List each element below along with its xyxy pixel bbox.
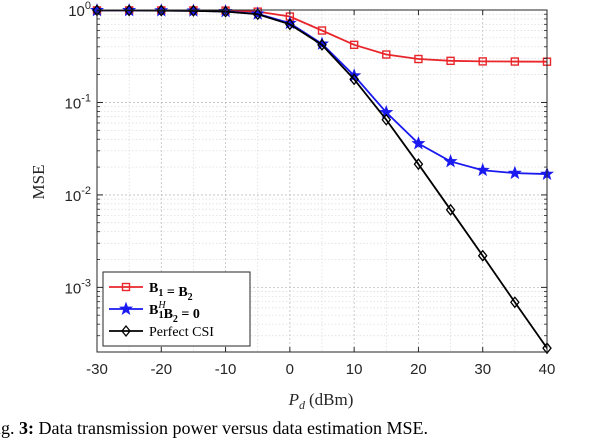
x-tick-label: -30 <box>86 361 108 378</box>
series-2 <box>92 4 552 355</box>
caption-prefix: Fig. <box>0 418 15 438</box>
data-point <box>188 4 199 17</box>
caption-text: Data transmission power versus data esti… <box>34 418 428 438</box>
data-point <box>285 18 295 31</box>
ticks-layer <box>96 9 548 353</box>
data-point <box>414 54 423 64</box>
legend-entry: BH 1B2 = 0 <box>109 300 200 325</box>
data-point <box>349 40 359 50</box>
data-point <box>475 162 490 177</box>
data-point <box>382 50 391 59</box>
data-point <box>507 165 522 180</box>
data-point <box>411 136 426 150</box>
caption-number: 3: <box>19 418 35 438</box>
figure-caption: Fig. 3: Data transmission power versus d… <box>0 418 592 444</box>
data-point <box>477 249 488 262</box>
data-point <box>445 203 456 216</box>
data-point <box>446 56 455 66</box>
y-tick-labels: 100 10-1 10-2 10-3 <box>65 0 91 297</box>
data-point <box>317 26 327 35</box>
x-tick-label: 10 <box>346 361 363 378</box>
data-point <box>124 4 134 17</box>
data-point <box>252 8 263 21</box>
data-point <box>250 6 265 20</box>
legend-label: BH 1B2 = 0 <box>149 300 200 325</box>
x-tick-label: 0 <box>286 361 294 378</box>
legend-marker <box>121 282 131 292</box>
x-tick-label: -10 <box>215 361 237 378</box>
x-tick-label: 30 <box>474 361 491 378</box>
data-point <box>381 113 392 126</box>
x-tick-labels: -30 -20 -10 0 10 20 30 40 <box>86 361 555 378</box>
x-axis-label: Pd (dBm) <box>288 390 354 412</box>
data-point <box>542 342 552 355</box>
y-tick-label: 10-1 <box>65 92 91 112</box>
x-tick-label: 20 <box>410 361 427 378</box>
data-point <box>317 38 327 51</box>
legend-label: B1 = B2 <box>149 281 193 303</box>
data-point <box>156 4 167 17</box>
plot-frame <box>96 9 548 353</box>
data-point <box>349 73 359 86</box>
data-point <box>510 296 520 309</box>
x-tick-label: -20 <box>150 361 172 378</box>
legend-entry: Perfect CSI <box>109 324 214 340</box>
legend-entry: B1 = B2 <box>109 281 193 303</box>
data-point <box>413 158 424 171</box>
y-tick-label: 10-2 <box>65 185 91 205</box>
legend-marker <box>121 324 131 338</box>
data-point <box>478 57 487 66</box>
legend-label: Perfect CSI <box>149 325 214 340</box>
chart: -30 -20 -10 0 10 20 30 40 100 10-1 10-2 10-3 Pd (dB… <box>29 0 555 412</box>
y-axis-label: MSE <box>29 165 48 200</box>
y-tick-label: 100 <box>68 0 91 20</box>
x-tick-label: 40 <box>539 361 556 378</box>
data-point <box>510 57 520 66</box>
y-tick-label: 10-3 <box>65 277 91 297</box>
data-point <box>443 154 458 168</box>
legend-marker <box>118 301 134 315</box>
series-line <box>97 9 548 349</box>
data-point <box>282 15 297 30</box>
